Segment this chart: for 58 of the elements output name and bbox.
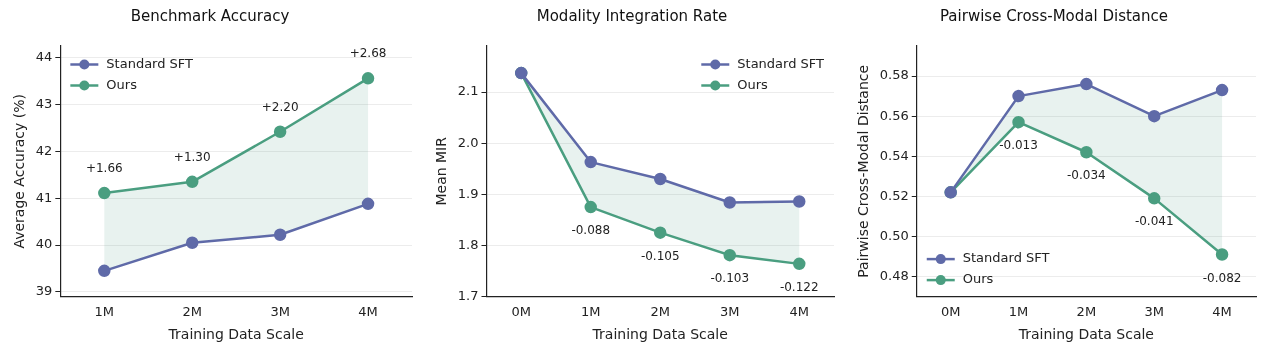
y-tick-label: 39: [35, 283, 53, 299]
x-tick-label: 3M: [270, 303, 290, 319]
x-axis-title: Training Data Scale: [167, 326, 304, 343]
x-tick-label: 1M: [580, 303, 601, 319]
legend-label: Standard SFT: [737, 55, 825, 71]
annotation: +1.30: [173, 149, 211, 164]
y-tick-label: 0.50: [879, 227, 909, 243]
x-tick-label: 1M: [94, 303, 115, 319]
annotation: -0.088: [571, 223, 611, 238]
y-tick-label: 0.48: [879, 267, 909, 283]
x-tick-label: 1M: [1008, 303, 1029, 319]
annotation: +2.20: [261, 99, 299, 114]
y-tick-label: 0.56: [879, 107, 909, 123]
y-axis-title: Pairwise Cross-Modal Distance: [855, 64, 872, 278]
legend-label: Standard SFT: [962, 250, 1050, 266]
x-axis-title: Training Data Scale: [1017, 326, 1154, 343]
y-tick-label: 41: [35, 189, 53, 205]
x-tick-label: 0M: [940, 303, 961, 319]
annotation: -0.082: [1202, 270, 1242, 285]
annotation: +2.68: [349, 46, 387, 61]
y-tick-label: 44: [35, 49, 53, 65]
y-tick-label: 43: [35, 95, 53, 111]
y-tick-label: 42: [35, 142, 53, 158]
y-tick-label: 2.0: [457, 134, 479, 150]
x-axis-title: Training Data Scale: [591, 326, 728, 343]
annotation: -0.041: [1134, 214, 1174, 229]
chart-title: Pairwise Cross-Modal Distance: [939, 6, 1169, 25]
y-tick-label: 0.58: [879, 67, 909, 83]
chart-title: Modality Integration Rate: [536, 6, 728, 25]
legend-label: Ours: [962, 271, 994, 287]
annotation: -0.122: [779, 279, 819, 294]
annotation: -0.013: [999, 138, 1038, 153]
x-tick-label: 2M: [182, 303, 202, 319]
annotation: -0.034: [1067, 168, 1106, 183]
y-axis-title: Mean MIR: [433, 136, 450, 206]
y-tick-label: 1.8: [457, 236, 479, 252]
chart-title: Benchmark Accuracy: [130, 6, 290, 25]
x-tick-label: 4M: [1212, 303, 1232, 319]
y-tick-label: 40: [35, 236, 53, 252]
y-tick-label: 2.1: [457, 83, 479, 99]
y-tick-label: 0.52: [879, 187, 909, 203]
x-tick-label: 4M: [358, 303, 378, 319]
y-axis-title: Average Accuracy (%): [11, 94, 28, 249]
legend-label: Ours: [737, 76, 769, 92]
annotation: -0.103: [710, 271, 750, 286]
x-tick-label: 3M: [719, 303, 740, 319]
x-tick-label: 4M: [789, 303, 809, 319]
x-tick-label: 3M: [1144, 303, 1164, 319]
x-tick-label: 2M: [650, 303, 670, 319]
legend-label: Ours: [106, 76, 138, 92]
x-tick-label: 2M: [1076, 303, 1097, 319]
legend-label: Standard SFT: [106, 55, 194, 71]
x-tick-label: 0M: [511, 303, 531, 319]
annotation: -0.105: [640, 248, 680, 263]
annotation: +1.66: [85, 161, 123, 176]
y-tick-label: 1.9: [457, 185, 479, 201]
y-tick-label: 1.7: [457, 287, 479, 303]
y-tick-label: 0.54: [879, 147, 909, 163]
